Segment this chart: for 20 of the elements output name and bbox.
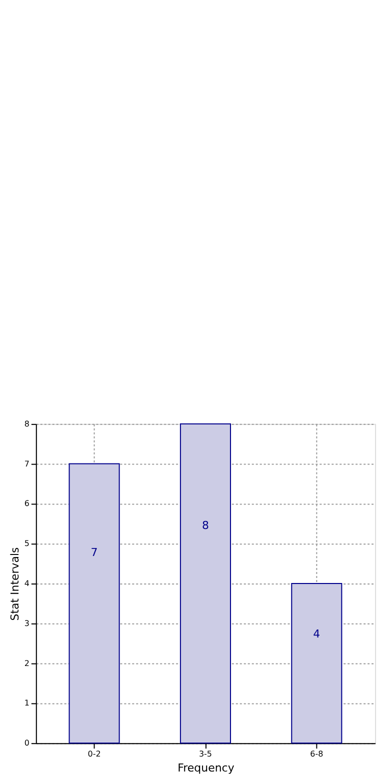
x-tick-label: 6-8: [310, 750, 324, 759]
y-axis-title: Stat Intervals: [8, 546, 22, 621]
y-tick-label: 1: [24, 698, 30, 708]
x-axis-title: Frequency: [178, 762, 235, 775]
x-tick-label: 3-5: [198, 750, 212, 759]
y-tick-label: 8: [24, 419, 30, 428]
y-tick-label: 0: [24, 738, 30, 748]
data-label: 7: [90, 546, 98, 560]
data-label: 4: [313, 628, 320, 641]
data-label: 8: [202, 519, 209, 532]
y-tick-label: 4: [24, 578, 30, 588]
y-tick-label: 5: [24, 539, 30, 548]
bar: [291, 583, 342, 744]
y-tick-label: 2: [24, 658, 30, 668]
y-tick-label: 6: [24, 499, 30, 508]
bar: [68, 463, 120, 744]
y-tick-label: 7: [24, 459, 30, 468]
x-tick-label: 0-2: [88, 750, 101, 759]
bar: [180, 423, 231, 744]
y-tick-label: 3: [24, 618, 30, 628]
